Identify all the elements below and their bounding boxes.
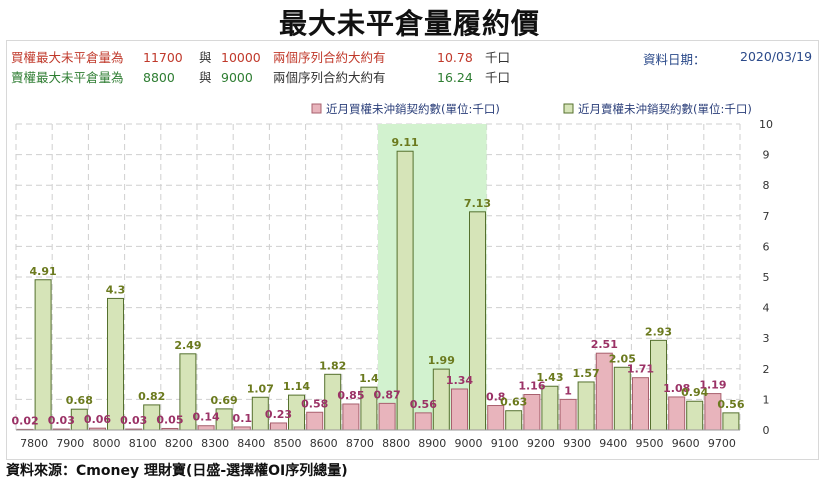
- call-info-row: 買權最大未平倉量為 11700 與 10000 兩個序列合約大約有 10.78 …: [11, 49, 531, 67]
- put-info-row: 賣權最大未平倉量為 8800 與 9000 兩個序列合約大約有 16.24 千口: [11, 69, 531, 87]
- source-note: 資料來源：Cmoney 理財寶(日盛-選擇權OI序列總量): [6, 463, 348, 479]
- date-value: 2020/03/19: [740, 49, 813, 64]
- call-unit: 千口: [485, 50, 511, 65]
- call-label: 買權最大未平倉量為: [11, 50, 124, 65]
- put-strike-1: 8800: [143, 70, 175, 85]
- page-title: 最大未平倉量履約價: [278, 7, 540, 40]
- chart-panel: 買權最大未平倉量為 11700 與 10000 兩個序列合約大約有 10.78 …: [6, 40, 819, 460]
- put-unit: 千口: [485, 70, 511, 85]
- date-label: 資料日期：: [643, 52, 706, 67]
- put-strike-2: 9000: [221, 70, 253, 85]
- call-amount: 10.78: [437, 50, 473, 65]
- put-conj: 與: [199, 70, 212, 85]
- call-conj: 與: [199, 50, 212, 65]
- put-amount: 16.24: [437, 70, 473, 85]
- put-label: 賣權最大未平倉量為: [11, 70, 124, 85]
- call-strike-1: 11700: [143, 50, 183, 65]
- call-desc: 兩個序列合約大約有: [273, 50, 386, 65]
- call-strike-2: 10000: [221, 50, 261, 65]
- put-desc: 兩個序列合約大約有: [273, 70, 386, 85]
